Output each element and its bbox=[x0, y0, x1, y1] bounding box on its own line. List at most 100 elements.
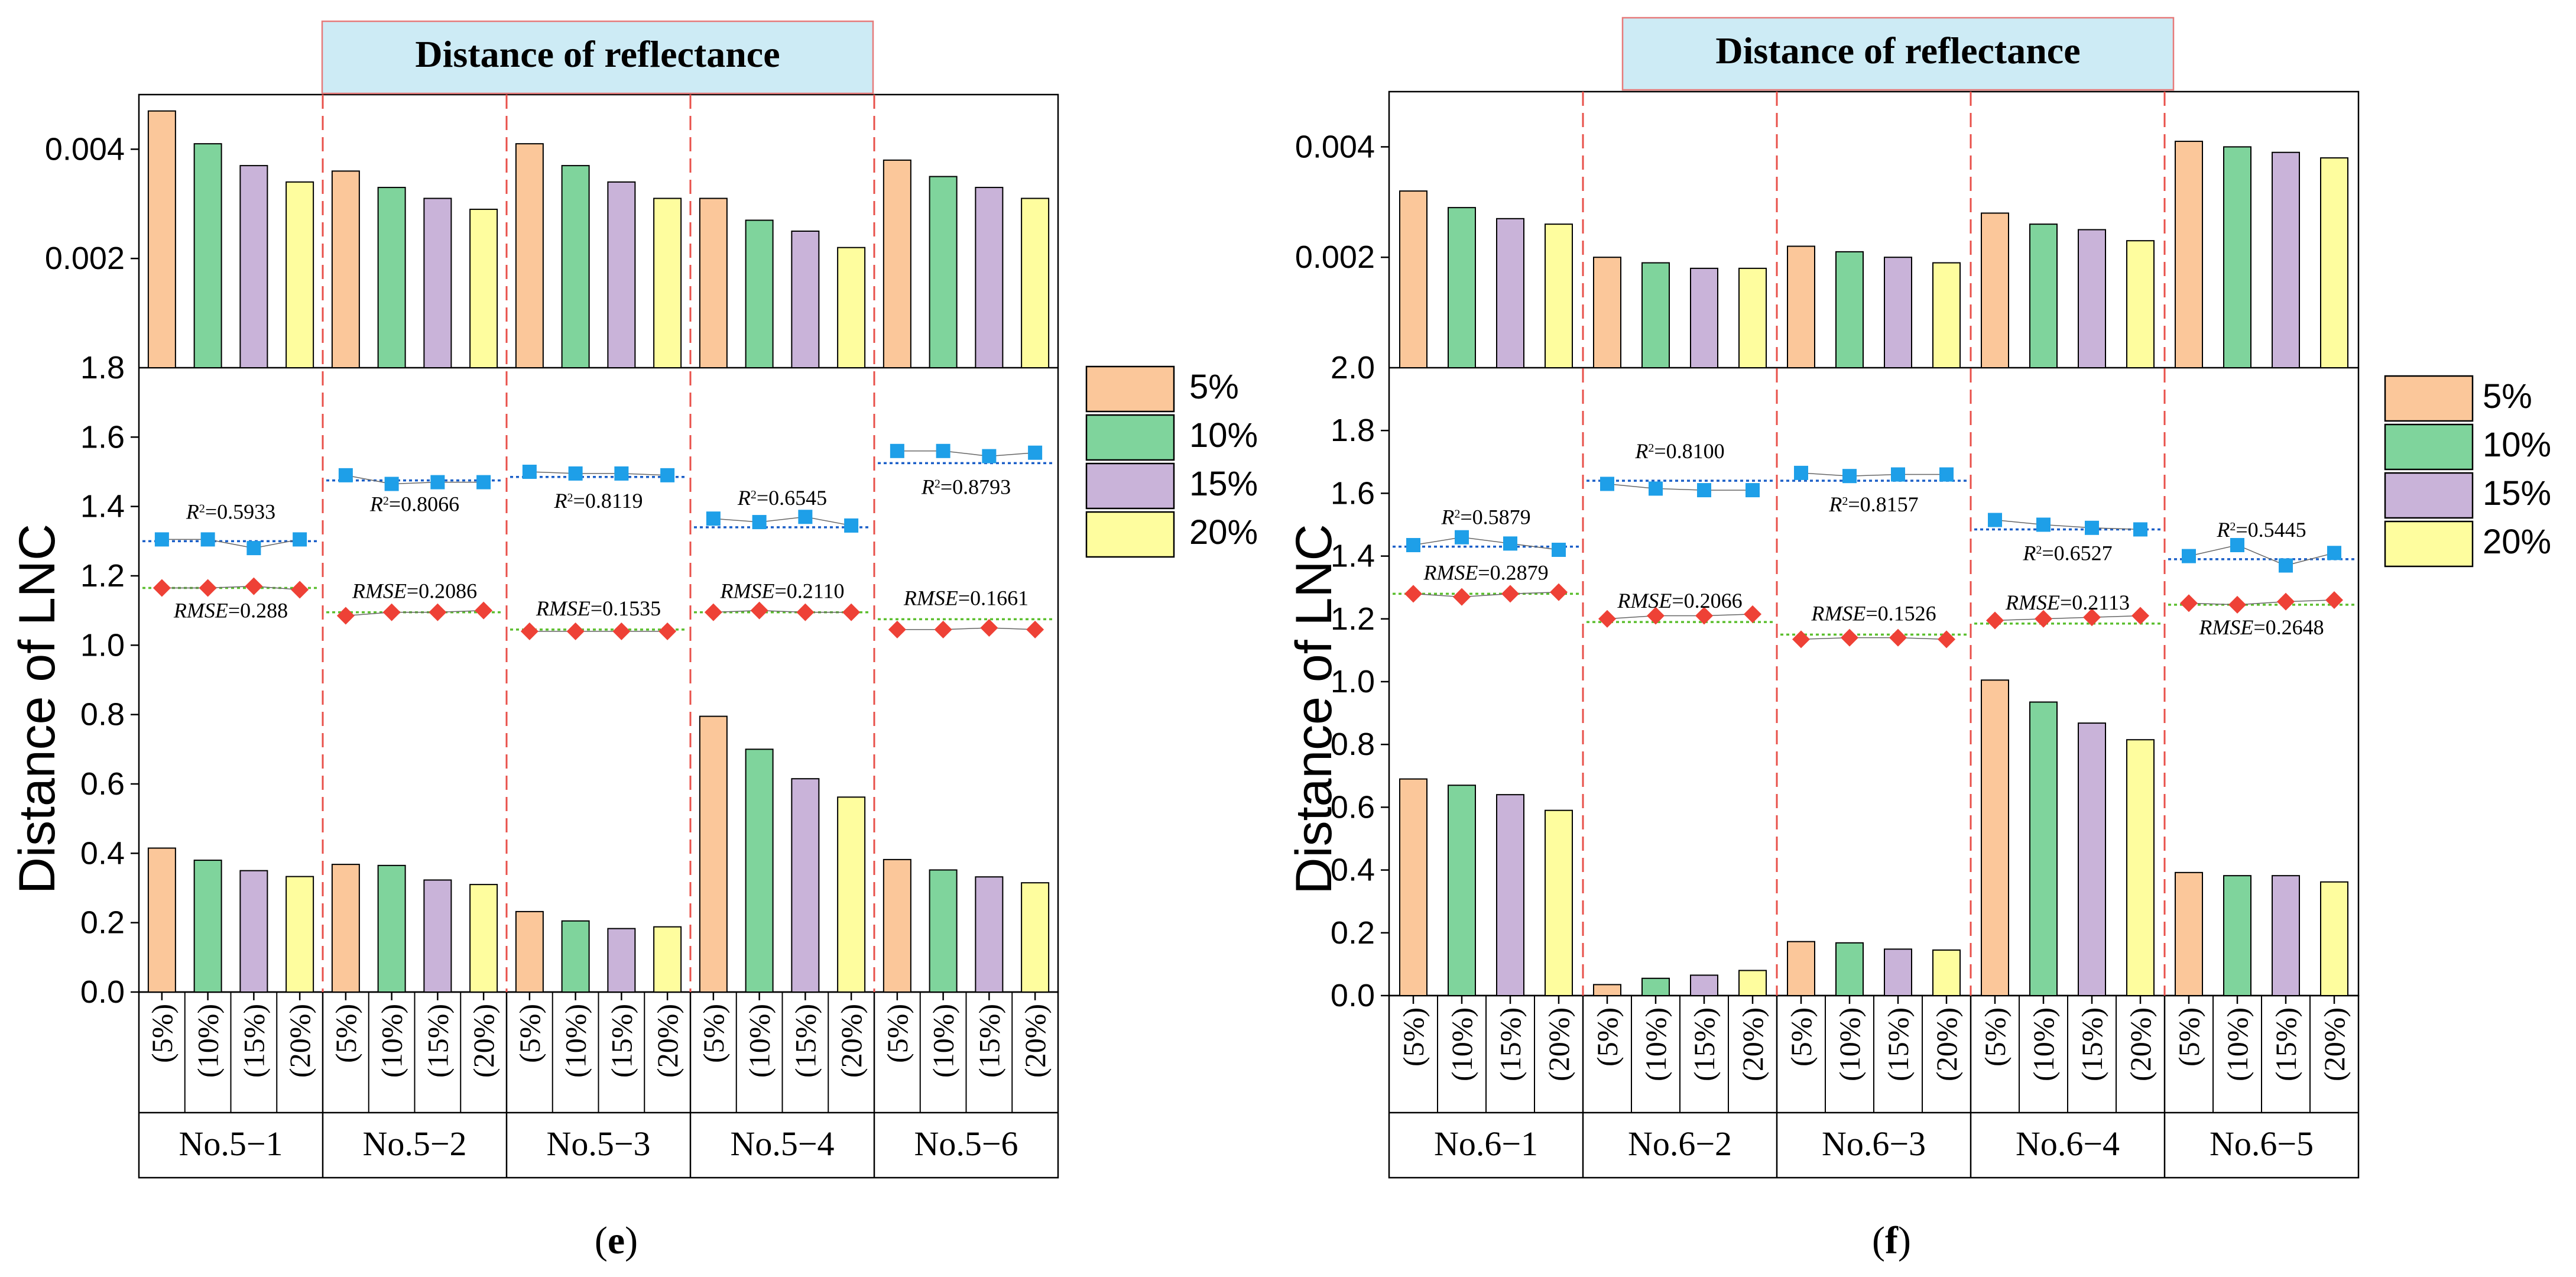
reflectance-bar bbox=[561, 165, 590, 368]
rmse-data-point bbox=[2035, 610, 2052, 628]
reflectance-bar bbox=[883, 159, 911, 368]
legend-swatch bbox=[2384, 520, 2474, 568]
rmse-annotation: RMSE=0.2113 bbox=[2005, 591, 2130, 614]
group-No.6−5: (5%) (10%) (15%) (20%) No.6−5 R2=0.5445 RMSE=0… bbox=[2168, 141, 2355, 1163]
reflectance-bar bbox=[1399, 190, 1427, 368]
reflectance-bar bbox=[653, 197, 682, 368]
reflectance-bar bbox=[2272, 151, 2300, 368]
r2-data-point bbox=[798, 510, 813, 524]
rmse-connector-line bbox=[161, 585, 300, 591]
title-box bbox=[1621, 17, 2175, 91]
r2-data-point bbox=[1503, 536, 1517, 551]
rmse-data-point bbox=[1841, 628, 1858, 647]
rmse-annotation: RMSE=0.288 bbox=[173, 599, 288, 623]
rmse-data-point bbox=[2325, 591, 2343, 609]
lnc-bar bbox=[929, 869, 958, 993]
lnc-bar bbox=[331, 864, 360, 993]
panel-label: (e) bbox=[595, 1219, 638, 1262]
r2-data-point bbox=[1746, 483, 1760, 498]
r2-connector-line bbox=[713, 516, 852, 526]
y-axis-tick-label: 0.6 bbox=[80, 766, 125, 802]
reflectance-bar bbox=[469, 209, 498, 368]
group-name-label: No.6−2 bbox=[1628, 1124, 1732, 1163]
rmse-annotation: RMSE=0.1526 bbox=[1811, 601, 1936, 625]
bar-category-label: (20%) bbox=[1736, 1007, 1769, 1081]
bar-category-label: (15%) bbox=[2269, 1007, 2302, 1081]
r2-data-point bbox=[2230, 538, 2244, 553]
rmse-data-point bbox=[382, 603, 401, 621]
chart-panel-e: Distance of reflectance Distance of LNC 0.… bbox=[9, 20, 1258, 1262]
y-axis-tick-label: 1.2 bbox=[80, 558, 125, 594]
group-No.5−4: (5%) (10%) (15%) (20%) No.5−4 R2=0.6545 RMSE=0… bbox=[694, 197, 871, 1163]
axis-break-tick-label: 2.0 bbox=[1331, 350, 1375, 385]
reflectance-bar bbox=[1787, 245, 1815, 368]
group-name-label: No.6−4 bbox=[2016, 1124, 2120, 1163]
r2-data-point bbox=[2327, 546, 2341, 560]
rmse-data-point bbox=[2277, 592, 2295, 611]
lnc-bar bbox=[561, 920, 590, 993]
r2-annotation: R2=0.8119 bbox=[554, 489, 643, 513]
bar-category-label: (5%) bbox=[1978, 1007, 2012, 1067]
legend-label: 5% bbox=[2483, 377, 2532, 416]
group-name-label: No.6−1 bbox=[1434, 1124, 1538, 1163]
reflectance-bar bbox=[929, 176, 958, 368]
y-axis-tick-label: 0.0 bbox=[80, 974, 125, 1010]
y-axis-tick-label: 0.2 bbox=[1331, 915, 1375, 951]
y-axis-tick-label: 1.8 bbox=[1331, 413, 1375, 448]
reflectance-bar bbox=[147, 110, 176, 368]
bar-category-label: (20%) bbox=[283, 1004, 316, 1078]
r2-data-point bbox=[1455, 530, 1469, 544]
legend-swatch bbox=[2384, 375, 2474, 422]
reflectance-bar bbox=[377, 187, 406, 368]
r2-data-point bbox=[1891, 467, 1905, 482]
group-name-label: No.6−5 bbox=[2210, 1124, 2314, 1163]
reflectance-bar bbox=[791, 231, 820, 368]
r2-data-point bbox=[246, 541, 261, 556]
y-axis-tick-label: 0.4 bbox=[1331, 853, 1375, 888]
r2-connector-line bbox=[529, 471, 668, 476]
rmse-data-point bbox=[566, 622, 585, 640]
rmse-data-point bbox=[2131, 607, 2149, 625]
lnc-bar bbox=[883, 858, 911, 993]
lnc-bar bbox=[837, 796, 866, 993]
legend-label: 5% bbox=[1189, 368, 1239, 406]
lnc-bar bbox=[745, 748, 774, 993]
rmse-annotation: RMSE=0.1661 bbox=[903, 586, 1029, 610]
r2-annotation: R2=0.8793 bbox=[921, 475, 1011, 498]
lnc-bar bbox=[1690, 974, 1718, 996]
lnc-bar bbox=[147, 847, 176, 993]
rmse-data-point bbox=[1026, 620, 1044, 638]
r2-data-point bbox=[982, 449, 997, 464]
rmse-data-point bbox=[475, 601, 493, 620]
bar-category-label: (5%) bbox=[1591, 1007, 1624, 1067]
rmse-data-point bbox=[1744, 605, 1761, 623]
reflectance-bar bbox=[285, 181, 314, 368]
lnc-bar bbox=[1981, 679, 2009, 996]
rmse-data-point bbox=[520, 622, 538, 640]
rmse-connector-line bbox=[345, 610, 484, 617]
bar-category-label: (10%) bbox=[743, 1004, 776, 1078]
y-axis-tick-label: 0.0 bbox=[1331, 978, 1375, 1013]
reflectance-bar bbox=[2126, 240, 2155, 368]
group-No.5−6: (5%) (10%) (15%) (20%) No.5−6 R2=0.8793 RMSE=0… bbox=[878, 159, 1055, 1163]
lnc-bar bbox=[515, 910, 544, 993]
rmse-annotation: RMSE=0.2648 bbox=[2198, 615, 2324, 639]
lnc-bar bbox=[1787, 941, 1815, 996]
reflectance-bar bbox=[607, 181, 636, 368]
bar-category-label: (15%) bbox=[1494, 1007, 1527, 1081]
group-No.5−1: (5%) (10%) (15%) (20%) No.5−1 R2=0.5933 RMSE=0… bbox=[142, 110, 319, 1163]
lnc-bar bbox=[239, 870, 268, 993]
reflectance-bar bbox=[1021, 197, 1050, 368]
r2-annotation: R2=0.5445 bbox=[2216, 518, 2306, 542]
lnc-bar bbox=[1448, 785, 1476, 996]
bar-category-label: (10%) bbox=[927, 1004, 960, 1078]
r2-data-point bbox=[293, 532, 307, 547]
rmse-data-point bbox=[1889, 628, 1907, 647]
lnc-bar bbox=[2175, 871, 2203, 997]
reflectance-bar bbox=[1932, 262, 1961, 369]
legend-label: 10% bbox=[1189, 416, 1258, 455]
bar-category-label: (5%) bbox=[1397, 1007, 1430, 1067]
bar-category-label: (15%) bbox=[1688, 1007, 1721, 1081]
rmse-connector-line bbox=[713, 610, 852, 613]
